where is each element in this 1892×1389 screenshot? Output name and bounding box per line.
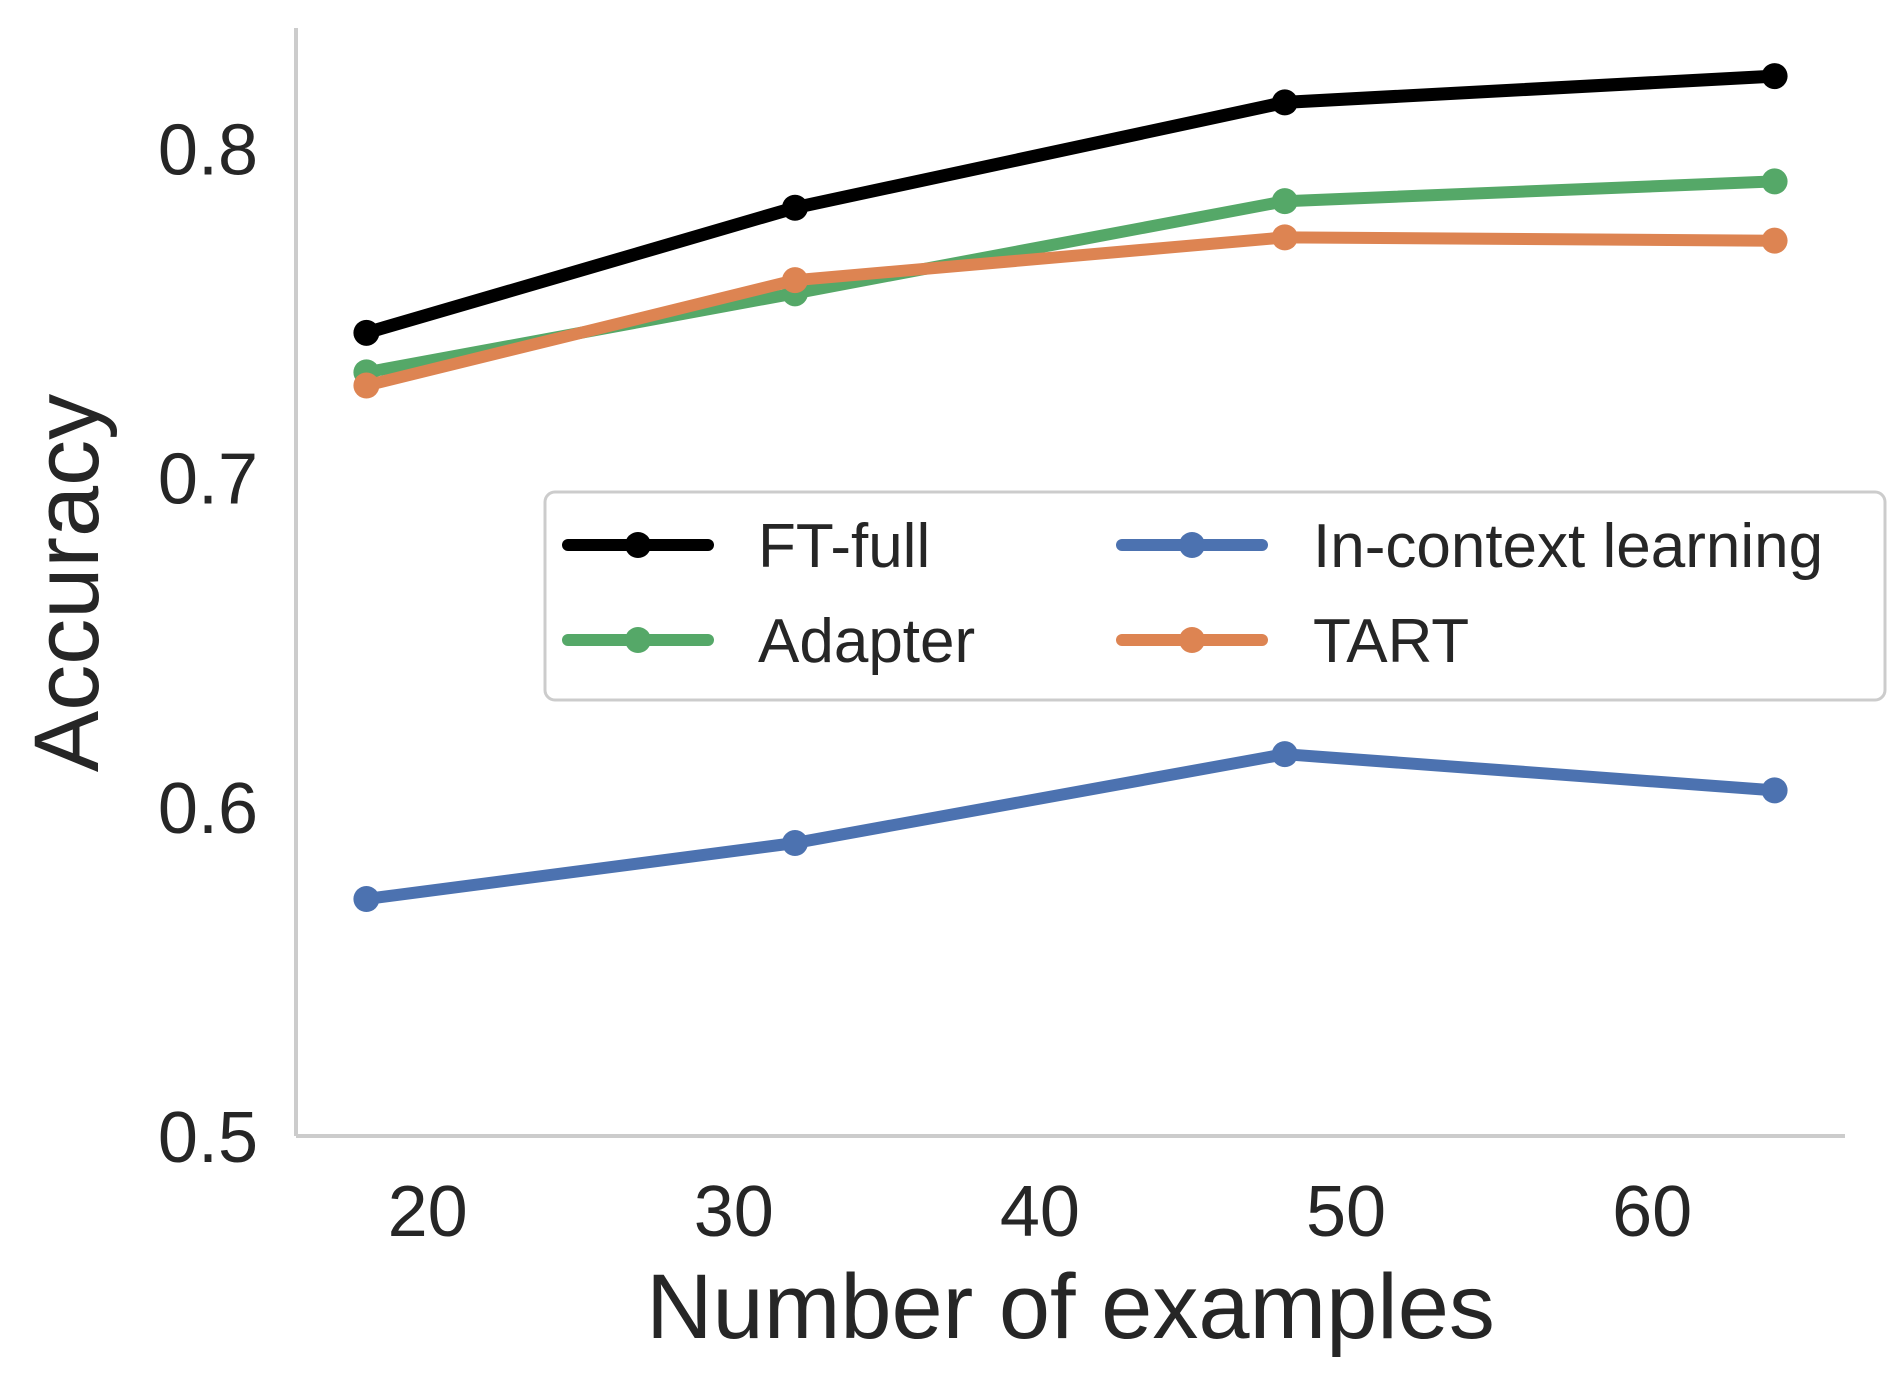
- data-point-ft-full: [353, 319, 380, 346]
- data-point-ft-full: [1271, 89, 1298, 116]
- x-tick-label: 20: [388, 1172, 468, 1252]
- x-tick-label: 40: [1000, 1172, 1080, 1252]
- x-tick-label: 60: [1612, 1172, 1692, 1252]
- y-tick-label: 0.8: [158, 111, 258, 191]
- data-point-in-context-learning: [1271, 741, 1298, 768]
- legend-label: FT-full: [758, 512, 930, 581]
- y-tick-label: 0.6: [158, 769, 258, 849]
- data-point-tart: [1761, 227, 1788, 254]
- series-in-context-learning: [353, 741, 1788, 912]
- series-line-in-context-learning: [360, 748, 1781, 905]
- y-tick-labels: 0.5 0.6 0.7 0.8: [158, 111, 258, 1179]
- data-point-tart: [781, 267, 808, 294]
- data-point-in-context-learning: [1761, 777, 1788, 804]
- data-point-in-context-learning: [781, 830, 808, 857]
- legend-label: In-context learning: [1313, 512, 1823, 581]
- data-point-in-context-learning: [353, 886, 380, 912]
- x-tick-labels: 20 30 40 50 60: [388, 1172, 1693, 1252]
- data-point-tart: [1271, 224, 1298, 251]
- x-axis-label: Number of examples: [646, 1256, 1495, 1358]
- legend-swatch-marker: [1179, 627, 1205, 653]
- legend-box: [543, 490, 1887, 702]
- data-point-ft-full: [1761, 63, 1788, 90]
- legend: FT-full Adapter In-context learning TART: [543, 490, 1887, 702]
- legend-item-adapter: Adapter: [562, 607, 975, 676]
- y-tick-label: 0.7: [158, 440, 258, 520]
- series-line-tart: [360, 231, 1781, 392]
- legend-swatch-marker: [1179, 532, 1205, 558]
- legend-swatch-marker: [625, 532, 651, 558]
- series-lines: [353, 63, 1788, 912]
- legend-item-in-context-learning: In-context learning: [1116, 512, 1823, 581]
- series-line-ft-full: [359, 69, 1782, 340]
- x-tick-label: 30: [694, 1172, 774, 1252]
- legend-item-tart: TART: [1116, 607, 1469, 676]
- y-axis-label: Accuracy: [16, 394, 118, 772]
- legend-label: TART: [1313, 607, 1469, 676]
- y-tick-label: 0.5: [158, 1098, 258, 1178]
- legend-swatch-marker: [625, 627, 651, 653]
- legend-item-ft-full: FT-full: [562, 512, 930, 581]
- legend-label: Adapter: [758, 607, 975, 676]
- data-point-adapter: [1761, 168, 1788, 195]
- data-point-ft-full: [781, 194, 808, 221]
- data-point-adapter: [1271, 188, 1298, 215]
- axes: [294, 28, 1845, 1138]
- x-tick-label: 50: [1306, 1172, 1386, 1252]
- series-ft-full: [353, 63, 1788, 346]
- series-tart: [353, 224, 1788, 399]
- data-point-tart: [353, 372, 380, 399]
